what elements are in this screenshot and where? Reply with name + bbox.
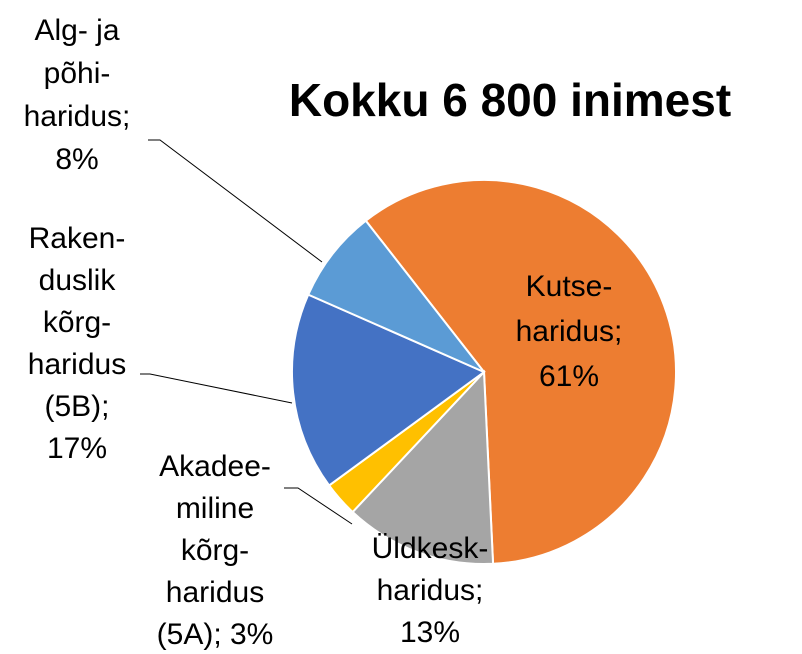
data-label: 13% <box>400 616 460 649</box>
data-label: 17% <box>47 432 107 465</box>
leader-lines <box>140 139 353 525</box>
data-label: haridus; <box>516 315 623 348</box>
chart-title: Kokku 6 800 inimest <box>289 74 731 126</box>
data-label: haridus; <box>24 100 131 133</box>
data-label: (5A); 3% <box>157 618 274 651</box>
data-label: Alg- ja <box>34 14 119 47</box>
data-label: 8% <box>55 143 98 176</box>
pie-slice <box>306 219 485 373</box>
data-label: Akadee- <box>159 450 271 483</box>
data-label: kõrg- <box>43 306 111 339</box>
pie-slice <box>351 369 495 565</box>
data-label: duslik <box>39 264 117 297</box>
data-label: haridus <box>28 348 126 381</box>
data-label: miline <box>176 492 254 525</box>
pie-slice <box>291 293 486 487</box>
pie-slice <box>364 179 677 565</box>
leader-line <box>140 373 293 404</box>
data-label: kõrg- <box>181 534 249 567</box>
data-label: põhi- <box>44 57 111 90</box>
leader-line <box>148 139 323 263</box>
data-label: (5B); <box>44 390 109 423</box>
data-label: haridus; <box>377 574 484 607</box>
data-label: Raken- <box>29 222 126 255</box>
data-label: Üldkesk- <box>372 532 489 565</box>
data-label: Kutse- <box>526 270 613 303</box>
data-label: haridus <box>166 576 264 609</box>
data-label: 61% <box>539 360 599 393</box>
leader-line <box>284 487 353 525</box>
